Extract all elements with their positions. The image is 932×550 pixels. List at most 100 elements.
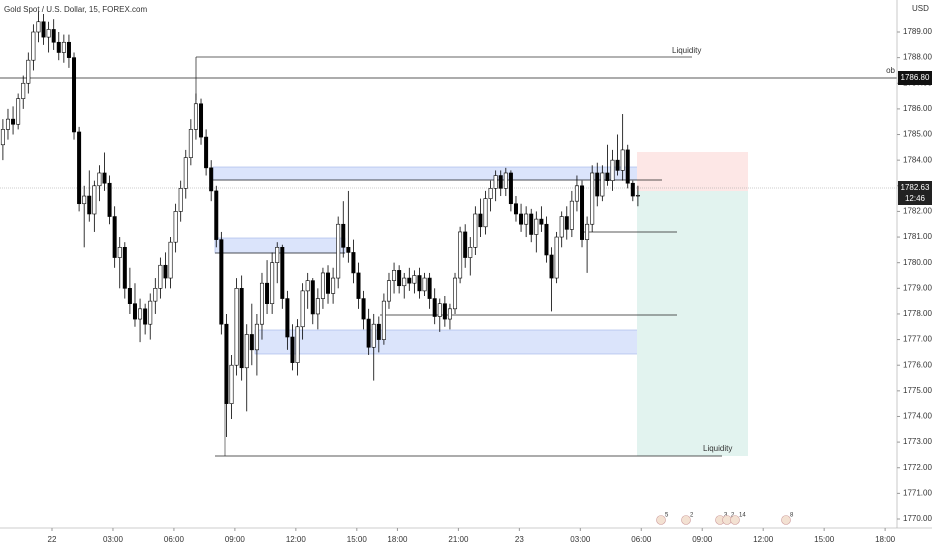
candle-body <box>158 264 163 289</box>
candle-body <box>407 277 412 284</box>
candle-body <box>610 159 615 181</box>
y-tick-label: 1775.00 <box>903 386 932 395</box>
candle-body <box>173 211 178 243</box>
x-tick-label: 09:00 <box>692 535 713 544</box>
candle-body <box>66 41 71 58</box>
candle-body <box>524 213 529 225</box>
candle-body <box>188 129 193 158</box>
candle-body <box>254 323 259 351</box>
event-count: 8 <box>790 513 794 519</box>
candle-body <box>36 21 41 33</box>
candle-body <box>498 175 503 189</box>
candle-body <box>16 98 21 125</box>
candle-body <box>351 252 356 274</box>
candle-body <box>544 223 549 256</box>
candle-body <box>72 57 77 133</box>
candle-body <box>5 118 10 130</box>
candle-body <box>244 334 249 369</box>
event-count: 2 <box>731 513 735 519</box>
y-tick-label: 1778.00 <box>903 309 932 318</box>
candle-body <box>605 172 610 181</box>
candle-body <box>427 277 432 299</box>
y-tick-label: 1772.00 <box>903 463 932 472</box>
candle-body <box>600 172 605 197</box>
candle-body <box>107 182 112 217</box>
candle-body <box>534 218 539 235</box>
candle-body <box>488 188 493 199</box>
candle-body <box>519 213 524 225</box>
x-tick-label: 06:00 <box>631 535 652 544</box>
candle-body <box>326 272 331 294</box>
candle-body <box>102 172 107 184</box>
candle-body <box>341 223 346 248</box>
y-tick-label: 1774.00 <box>903 412 932 421</box>
event-icon <box>656 515 666 525</box>
candle-body <box>590 172 595 225</box>
candle-body <box>595 172 600 197</box>
candle-body <box>224 323 229 404</box>
candle-body <box>305 280 310 292</box>
zone <box>254 329 678 355</box>
candle-body <box>310 280 315 315</box>
x-tick-label: 09:00 <box>225 535 246 544</box>
candle-body <box>574 185 579 202</box>
liquidity-label: Liquidity <box>672 46 701 55</box>
candle-body <box>386 280 391 302</box>
candle-body <box>270 262 275 304</box>
y-tick-label: 1780.00 <box>903 258 932 267</box>
currency: USD <box>912 4 929 13</box>
candle-body <box>199 103 204 138</box>
candle-body <box>21 82 26 99</box>
x-tick-label: 03:00 <box>570 535 591 544</box>
candle-body <box>26 59 31 84</box>
event-count: 2 <box>690 513 694 519</box>
candle-body <box>132 303 137 320</box>
zone <box>214 237 346 254</box>
candle-body <box>51 29 56 43</box>
candle-body <box>366 318 371 348</box>
candle-body <box>259 282 264 325</box>
x-tick-label: 06:00 <box>164 535 185 544</box>
candle-body <box>392 270 397 281</box>
candle-body <box>529 213 534 235</box>
price-tag-label: 1786.80 <box>901 73 930 82</box>
candle-body <box>275 247 280 263</box>
y-tick-label: 1788.00 <box>903 53 932 62</box>
candle-body <box>87 195 92 215</box>
candle-body <box>234 288 239 366</box>
candle-body <box>447 308 452 320</box>
candle-body <box>315 298 320 315</box>
candle-body <box>376 323 381 340</box>
x-tick-label: 21:00 <box>448 535 469 544</box>
candle-body <box>564 216 569 230</box>
price-tag-label: 1782.63 <box>901 183 930 192</box>
candle-body <box>412 275 417 284</box>
candle-body <box>468 247 473 258</box>
y-tick-label: 1771.00 <box>903 488 932 497</box>
events: 5232148 <box>656 513 794 525</box>
candle-body <box>280 247 285 299</box>
event-icon <box>730 515 740 525</box>
candle-body <box>193 103 198 130</box>
candle-body <box>361 298 366 320</box>
x-tick-label: 23 <box>515 535 524 544</box>
liquidity-label: Liquidity <box>703 444 732 453</box>
candle-body <box>432 298 437 317</box>
x-tick-label: 18:00 <box>875 535 896 544</box>
candle-body <box>112 216 117 258</box>
event-count: 14 <box>739 513 746 519</box>
y-tick-label: 1773.00 <box>903 437 932 446</box>
candle-body <box>630 182 635 197</box>
candle-body <box>585 223 590 240</box>
y-tick-label: 1784.00 <box>903 155 932 164</box>
candle-body <box>620 149 625 171</box>
countdown: 12:46 <box>905 194 926 203</box>
candle-body <box>300 290 305 328</box>
candle-body <box>117 247 122 258</box>
candle-body <box>453 277 458 310</box>
candle-body <box>615 159 620 171</box>
candle-body <box>163 264 168 279</box>
target-zone <box>637 191 748 456</box>
candle-body <box>397 270 402 287</box>
candle-body <box>178 188 183 212</box>
